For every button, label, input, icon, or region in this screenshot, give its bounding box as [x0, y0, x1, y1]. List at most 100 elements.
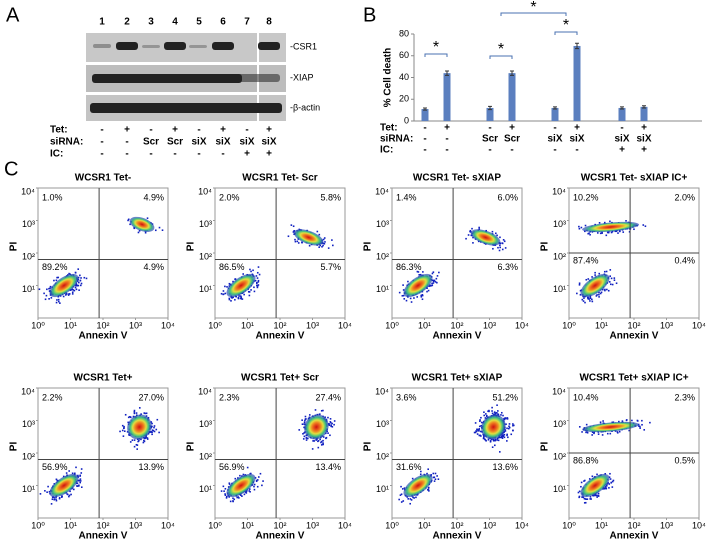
event-dot [239, 474, 241, 477]
event-dot [411, 477, 414, 480]
condition-value: - [125, 149, 128, 160]
event-dot [497, 410, 499, 412]
event-dot [232, 280, 234, 283]
event-dot [400, 493, 403, 496]
lane-number: 4 [172, 17, 178, 28]
event-dot [238, 497, 240, 499]
event-dot [429, 285, 432, 287]
event-dot [403, 298, 406, 300]
condition-value: + [509, 123, 515, 134]
x-tick-label: 10¹ [241, 320, 254, 330]
y-tick-label: 10² [199, 451, 212, 461]
event-dot [151, 433, 153, 436]
event-dot [580, 485, 582, 488]
event-dot [142, 441, 145, 444]
event-dot [403, 487, 406, 489]
event-dot [56, 299, 58, 301]
event-dot [319, 438, 321, 441]
event-dot [628, 429, 630, 432]
event-dot [578, 490, 581, 493]
event-dot [135, 412, 138, 414]
event-dot [145, 415, 148, 417]
quadrant-value: 2.0% [674, 192, 695, 202]
event-dot [598, 272, 601, 275]
quadrant-value: 0.5% [674, 455, 695, 465]
error-bar [620, 106, 624, 110]
event-dot [290, 224, 293, 226]
event-dot [305, 437, 308, 439]
quadrant-value: 2.2% [42, 392, 63, 402]
density-cloud [403, 273, 433, 298]
event-dot [586, 498, 589, 500]
event-dot [504, 417, 506, 420]
event-dot [483, 438, 486, 440]
event-dot [240, 296, 243, 298]
event-dot [133, 411, 136, 413]
event-dot [323, 242, 326, 245]
event-dot [400, 485, 402, 488]
x-tick-label: 10⁰ [562, 520, 576, 530]
event-dot [604, 288, 606, 291]
event-dot [578, 496, 580, 499]
event-dot [595, 295, 598, 297]
event-dot [327, 247, 330, 249]
event-dot [330, 425, 332, 428]
event-dot [597, 433, 600, 435]
event-dot [607, 289, 610, 292]
event-dot [499, 236, 501, 239]
event-dot [75, 283, 78, 286]
event-dot [605, 270, 608, 273]
event-dot [428, 285, 430, 288]
event-dot [625, 419, 628, 421]
event-dot [596, 473, 598, 476]
event-dot [618, 430, 621, 433]
quadrant-value: 13.9% [138, 462, 164, 472]
event-dot [72, 289, 75, 291]
event-dot [75, 466, 77, 469]
event-dot [158, 431, 160, 434]
quadrant-value: 4.9% [143, 192, 164, 202]
event-dot [301, 419, 303, 421]
event-dot [503, 240, 506, 243]
event-dot [491, 446, 494, 448]
event-dot [55, 496, 57, 498]
condition-value: - [100, 137, 103, 148]
event-dot [55, 498, 57, 501]
event-dot [302, 432, 304, 435]
event-dot [583, 497, 586, 500]
event-dot [123, 425, 125, 428]
event-dot [121, 429, 124, 432]
y-axis-label: PI [363, 242, 374, 252]
event-dot [250, 289, 252, 291]
event-dot [436, 475, 438, 477]
event-dot [609, 478, 612, 480]
event-dot [583, 502, 586, 504]
condition-value: - [575, 145, 578, 156]
event-dot [57, 276, 60, 279]
event-dot [603, 221, 606, 224]
event-dot [58, 497, 61, 499]
event-dot [491, 230, 494, 233]
condition-value: Scr [143, 137, 159, 148]
event-dot [79, 274, 81, 277]
condition-value: - [149, 149, 152, 160]
x-tick-label: 10⁴ [338, 520, 352, 530]
event-dot [598, 222, 601, 224]
event-dot [501, 242, 504, 245]
event-dot [584, 301, 586, 304]
condition-value: - [221, 149, 224, 160]
event-dot [292, 231, 295, 233]
y-axis-label: PI [540, 442, 551, 452]
event-dot [153, 430, 156, 433]
event-dot [308, 244, 311, 247]
event-dot [223, 490, 225, 492]
event-dot [597, 492, 600, 495]
event-dot [491, 410, 493, 412]
y-tick-label: 10² [376, 251, 389, 261]
event-dot [593, 431, 595, 434]
event-dot [500, 435, 503, 438]
condition-label: IC: [380, 145, 393, 156]
flow-plot: WCSR1 Tet+ sXIAP IC+ 10.4% 2.3% 86.8% 0.5% 10… [540, 373, 706, 540]
event-dot [400, 501, 403, 503]
event-dot [585, 278, 588, 281]
